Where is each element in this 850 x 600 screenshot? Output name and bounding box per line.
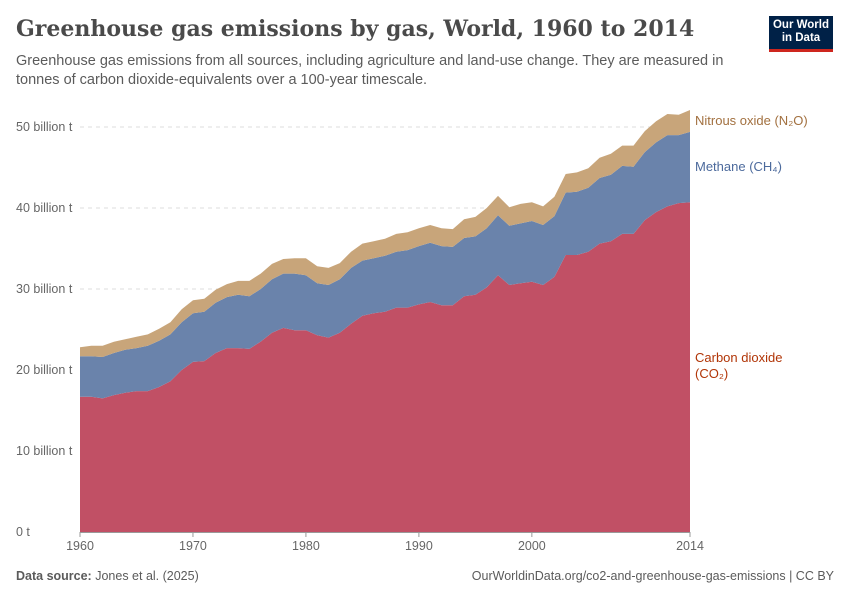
- y-tick-label: 30 billion t: [16, 282, 73, 296]
- x-tick-label: 2014: [676, 539, 704, 553]
- x-tick-label: 1990: [405, 539, 433, 553]
- x-tick-label: 1980: [292, 539, 320, 553]
- chart-title: Greenhouse gas emissions by gas, World, …: [16, 16, 695, 42]
- series-label: Carbon dioxide: [695, 350, 782, 365]
- y-tick-label: 40 billion t: [16, 201, 73, 215]
- area-n2o[interactable]: [80, 110, 690, 357]
- source-link[interactable]: Jones et al. (2025): [95, 569, 199, 583]
- data-source: Data source: Jones et al. (2025): [16, 569, 199, 583]
- source-label: Data source:: [16, 569, 92, 583]
- y-tick-label: 50 billion t: [16, 120, 73, 134]
- y-tick-label: 10 billion t: [16, 444, 73, 458]
- x-tick-label: 2000: [518, 539, 546, 553]
- y-tick-label: 20 billion t: [16, 363, 73, 377]
- x-tick-label: 1970: [179, 539, 207, 553]
- area-co2[interactable]: [80, 202, 690, 533]
- x-tick-label: 1960: [66, 539, 94, 553]
- footer-url[interactable]: OurWorldinData.org/co2-and-greenhouse-ga…: [471, 569, 834, 583]
- series-label: Methane (CH₄): [695, 159, 782, 174]
- series-label: Nitrous oxide (N₂O): [695, 113, 808, 128]
- area-ch4[interactable]: [80, 131, 690, 399]
- owid-logo[interactable]: Our World in Data: [769, 16, 833, 52]
- chart-subtitle: Greenhouse gas emissions from all source…: [16, 53, 724, 88]
- y-tick-label: 0 t: [16, 525, 30, 539]
- series-label: (CO₂): [695, 366, 728, 381]
